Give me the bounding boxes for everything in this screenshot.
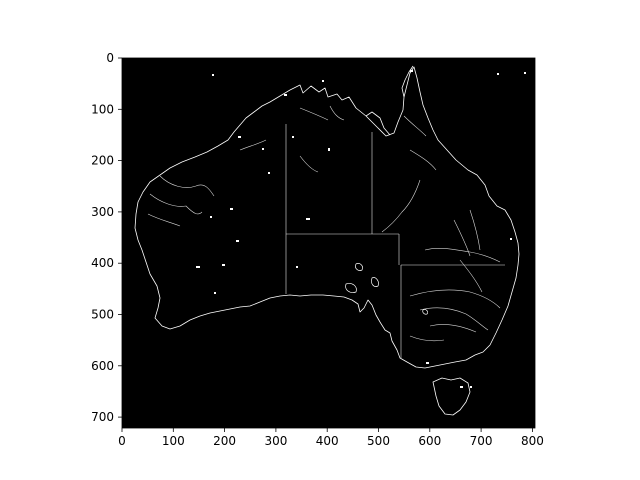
y-tick-label: 400 [91, 256, 114, 270]
rivers [147, 105, 501, 342]
image-panel [122, 58, 535, 428]
y-tick-label: 100 [91, 102, 114, 116]
islands-and-specks [196, 70, 526, 388]
y-tick-label: 600 [91, 359, 114, 373]
x-tick-label: 300 [264, 434, 287, 448]
lakes [345, 263, 428, 315]
y-tick-label: 500 [91, 308, 114, 322]
y-tick-label: 300 [91, 205, 114, 219]
y-axis: 0 100 200 300 400 500 600 700 [91, 51, 122, 424]
y-tick-label: 700 [91, 410, 114, 424]
x-tick-label: 0 [118, 434, 126, 448]
x-tick-label: 200 [213, 434, 236, 448]
tasmania-coastline [432, 377, 471, 416]
plot-area [122, 58, 535, 428]
mainland-coastline [134, 66, 520, 369]
y-tick-label: 200 [91, 154, 114, 168]
gulf-coast-detail [365, 111, 391, 136]
x-tick-label: 500 [367, 434, 390, 448]
axes-frame [121, 57, 536, 429]
x-axis: 0 100 200 300 400 500 600 700 800 [118, 428, 544, 448]
map-edges [134, 65, 526, 416]
x-tick-label: 800 [521, 434, 544, 448]
x-tick-label: 400 [316, 434, 339, 448]
x-tick-label: 600 [418, 434, 441, 448]
x-tick-label: 700 [470, 434, 493, 448]
y-tick-label: 0 [106, 51, 114, 65]
x-tick-label: 100 [162, 434, 185, 448]
